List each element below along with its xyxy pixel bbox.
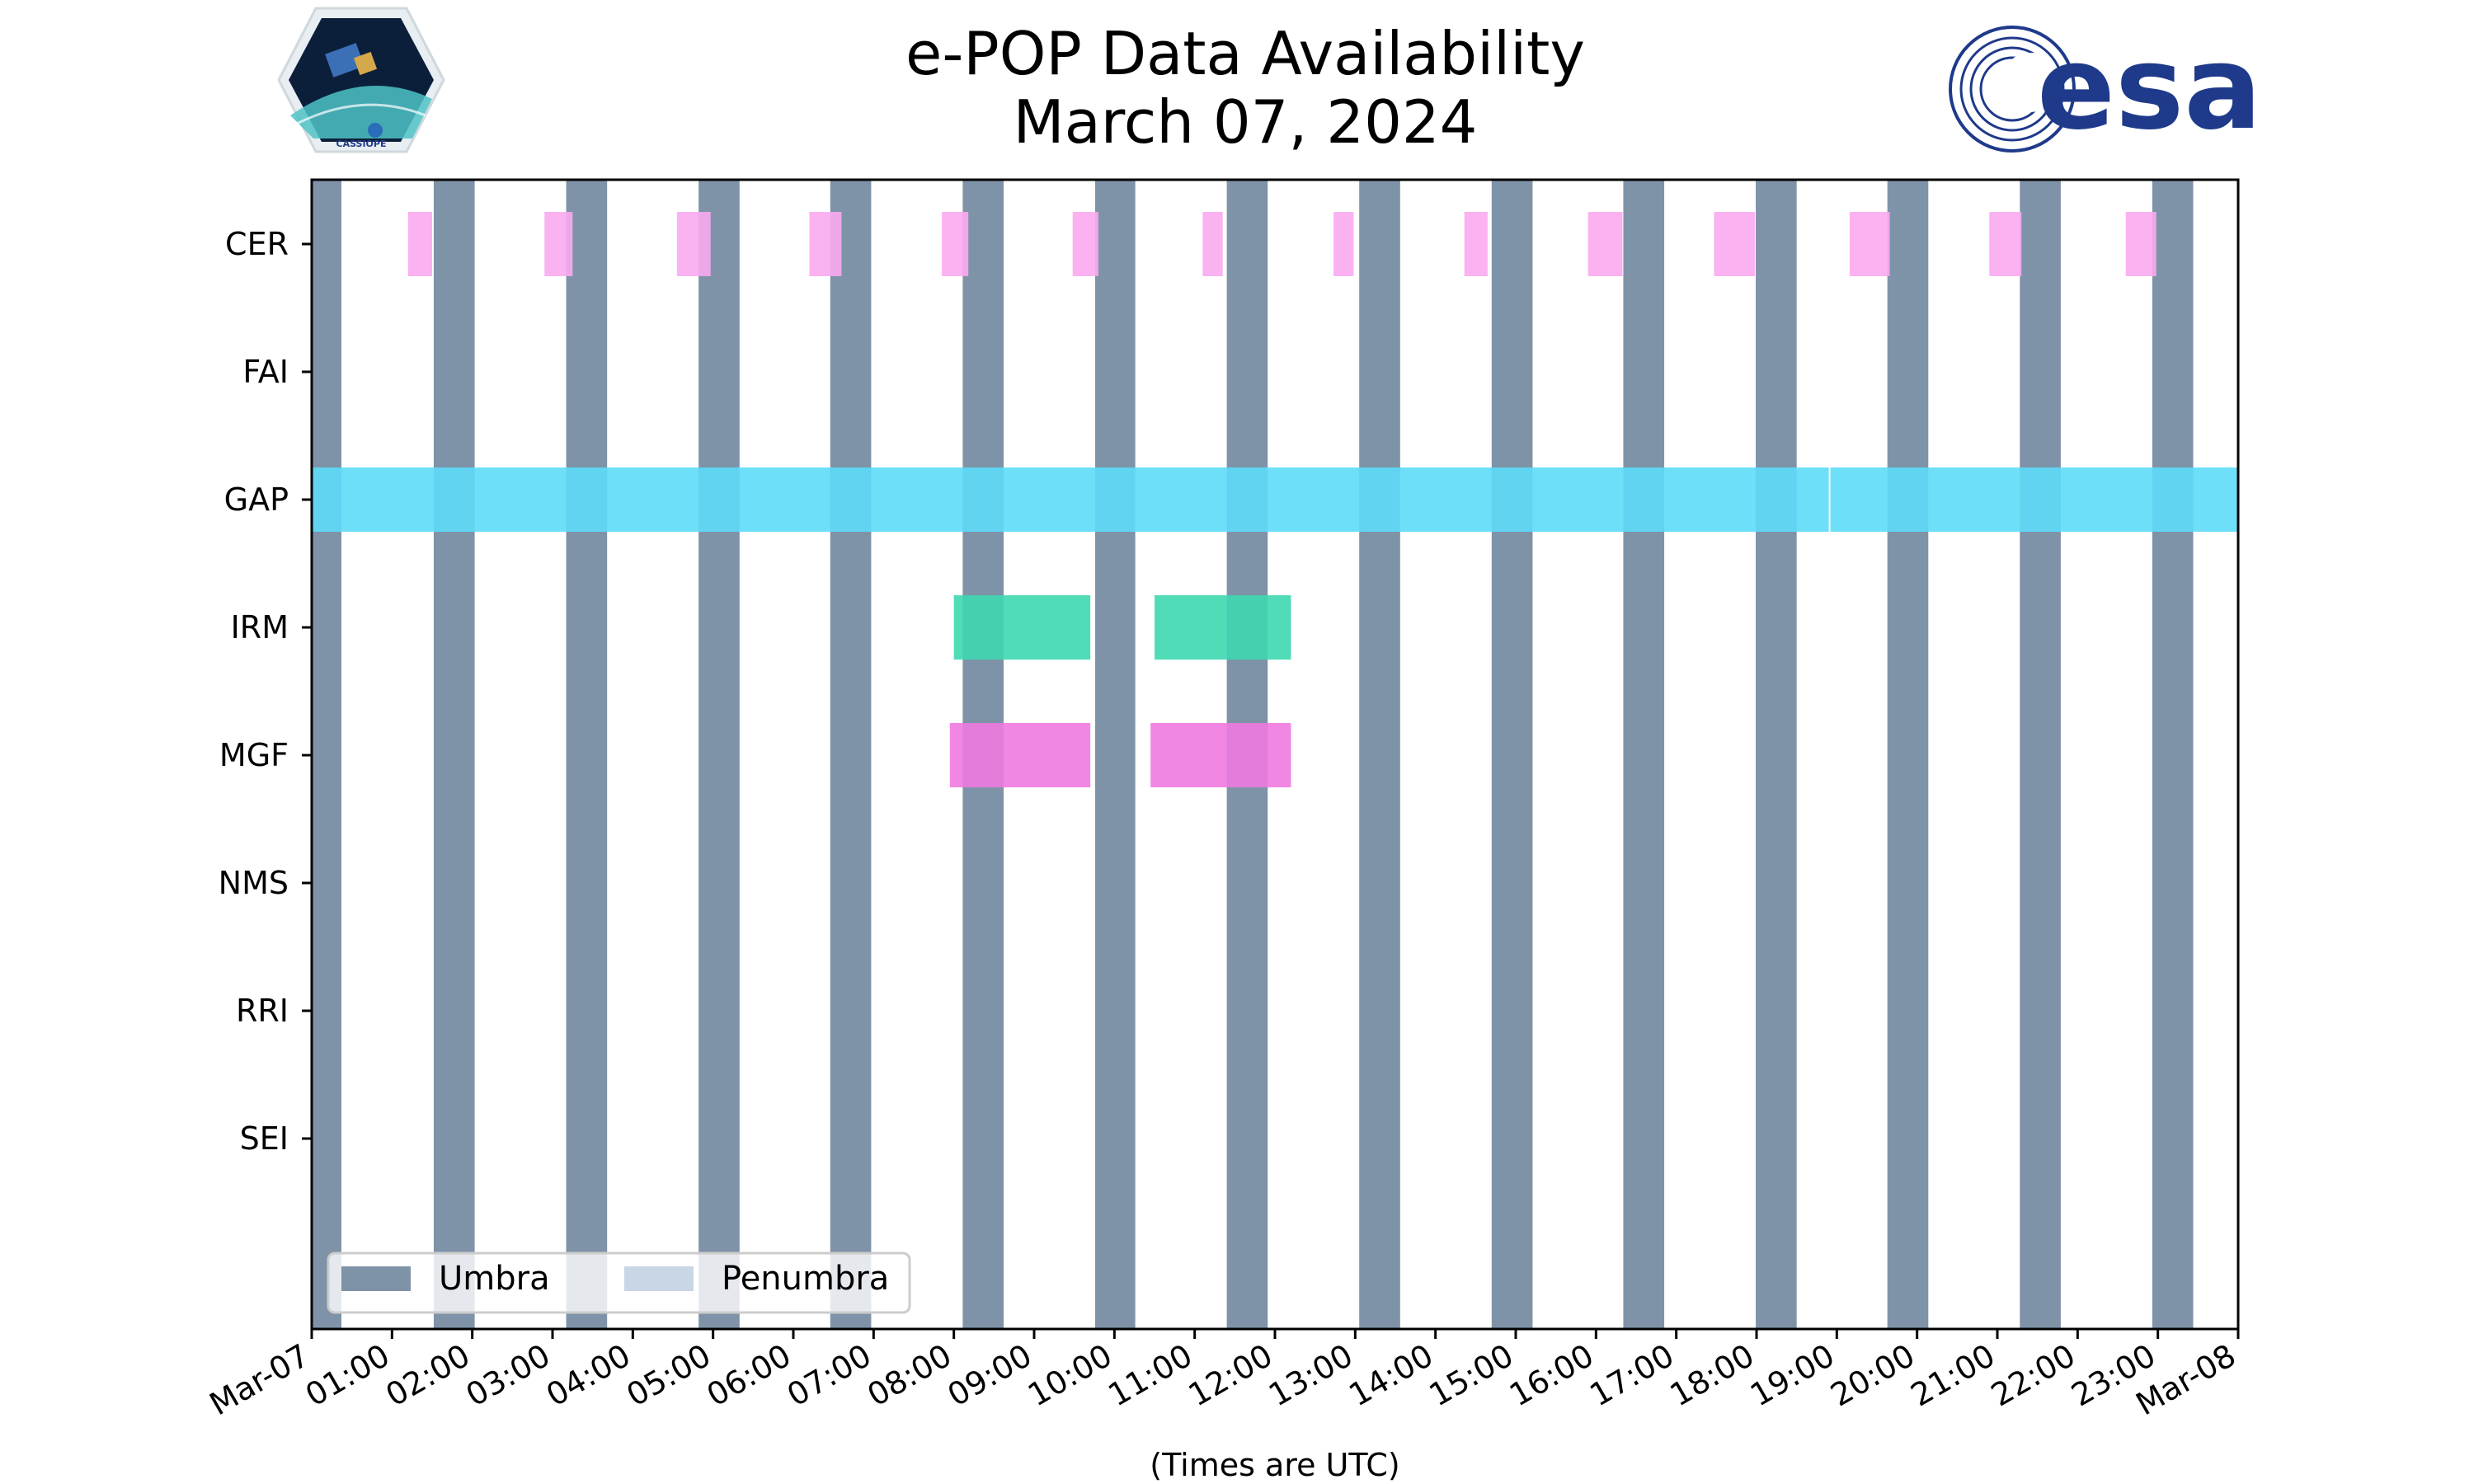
x-tick-label: 11:00 [1102,1337,1198,1414]
irm-availability-bar [953,595,1091,660]
legend-box [327,1252,911,1314]
x-tick-label: 20:00 [1824,1337,1921,1414]
cer-availability-bar [1464,212,1488,276]
x-tick-label: 10:00 [1022,1337,1118,1414]
x-tick-label: 21:00 [1905,1337,2001,1414]
chart-title-line1: e-POP Data Availability [905,19,1585,88]
mgf-availability-bar [949,723,1091,787]
cassiope-logo: CASSIOPE [277,7,445,153]
umbra-band [1887,180,1929,1329]
cer-availability-bar [1202,212,1223,276]
gap-availability-bar [312,467,1829,532]
y-tick-label-mgf: MGF [219,737,289,773]
x-tick-label: 08:00 [861,1337,957,1414]
x-tick-label: 15:00 [1423,1337,1520,1414]
x-tick-label: 22:00 [1985,1337,2081,1414]
chart-title-line2: March 07, 2024 [1014,87,1478,157]
umbra-band [312,180,342,1329]
irm-availability-bar [1155,595,1291,660]
x-tick-label: 06:00 [701,1337,797,1414]
gap-availability-bar [1830,467,2238,532]
umbra-band [830,180,872,1329]
cer-availability-bar [1072,212,1098,276]
y-tick-label-fai: FAI [242,354,289,390]
y-tick-label-rri: RRI [236,993,289,1029]
cer-availability-bar [2125,212,2157,276]
cer-availability-bar [1989,212,2022,276]
x-tick-label: 09:00 [942,1337,1038,1414]
series-layer [312,212,2238,787]
y-tick-label-nms: NMS [219,865,289,901]
legend-umbra-swatch [341,1266,411,1291]
x-tick-label: Mar-07 [204,1337,316,1423]
y-tick-label-irm: IRM [231,609,289,646]
umbra-band [698,180,740,1329]
cer-availability-bar [1714,212,1756,276]
x-tick-label: 05:00 [620,1337,717,1414]
cer-availability-bar [1849,212,1890,276]
x-axis-label: (Times are UTC) [1150,1447,1399,1483]
x-tick-label: 02:00 [379,1337,476,1414]
y-tick-label-cer: CER [225,226,289,262]
umbra-layer [312,180,2194,1329]
umbra-band [1359,180,1400,1329]
cassiope-logo-text: CASSIOPE [336,139,387,149]
cer-availability-bar [407,212,432,276]
y-tick-label-sei: SEI [240,1120,289,1157]
x-tick-label: 13:00 [1263,1337,1359,1414]
plot-area: CER FAI GAP IRM MGF NMS RRI SEI Mar-0701:0002:0… [204,178,2242,1483]
x-tick-label: 07:00 [781,1337,877,1414]
cer-availability-bar [544,212,573,276]
legend-penumbra-label: Penumbra [722,1260,889,1298]
cer-availability-bar [676,212,711,276]
x-tick-label: 19:00 [1744,1337,1841,1414]
x-tick-label: 03:00 [460,1337,557,1414]
umbra-band [2020,180,2061,1329]
cer-availability-bar [1587,212,1623,276]
umbra-band [1756,180,1797,1329]
cer-availability-bar [942,212,969,276]
esa-logo: esa [1949,21,2262,156]
x-tick-label: 04:00 [540,1337,637,1414]
cer-availability-bar [1333,212,1354,276]
esa-logo-text: esa [2037,21,2262,156]
umbra-band [1623,180,1665,1329]
umbra-band [566,180,608,1329]
legend: Umbra Penumbra [327,1252,911,1314]
umbra-band [433,180,475,1329]
y-tick-label-gap: GAP [224,481,289,518]
umbra-band [1094,180,1136,1329]
x-tick-label: 17:00 [1583,1337,1680,1414]
x-tick-label: 01:00 [299,1337,396,1414]
x-tick-label: 18:00 [1664,1337,1761,1414]
x-tick-label: 16:00 [1503,1337,1600,1414]
legend-penumbra-swatch [624,1266,694,1291]
umbra-band [2152,180,2194,1329]
y-axis: CER FAI GAP IRM MGF NMS RRI SEI [219,226,312,1157]
cer-availability-bar [809,212,842,276]
mgf-availability-bar [1150,723,1291,787]
x-tick-label: 12:00 [1183,1337,1279,1414]
x-axis: Mar-0701:0002:0003:0004:0005:0006:0007:0… [204,1329,2242,1422]
x-tick-label: 14:00 [1343,1337,1439,1414]
legend-umbra-label: Umbra [439,1260,550,1298]
umbra-band [1491,180,1533,1329]
